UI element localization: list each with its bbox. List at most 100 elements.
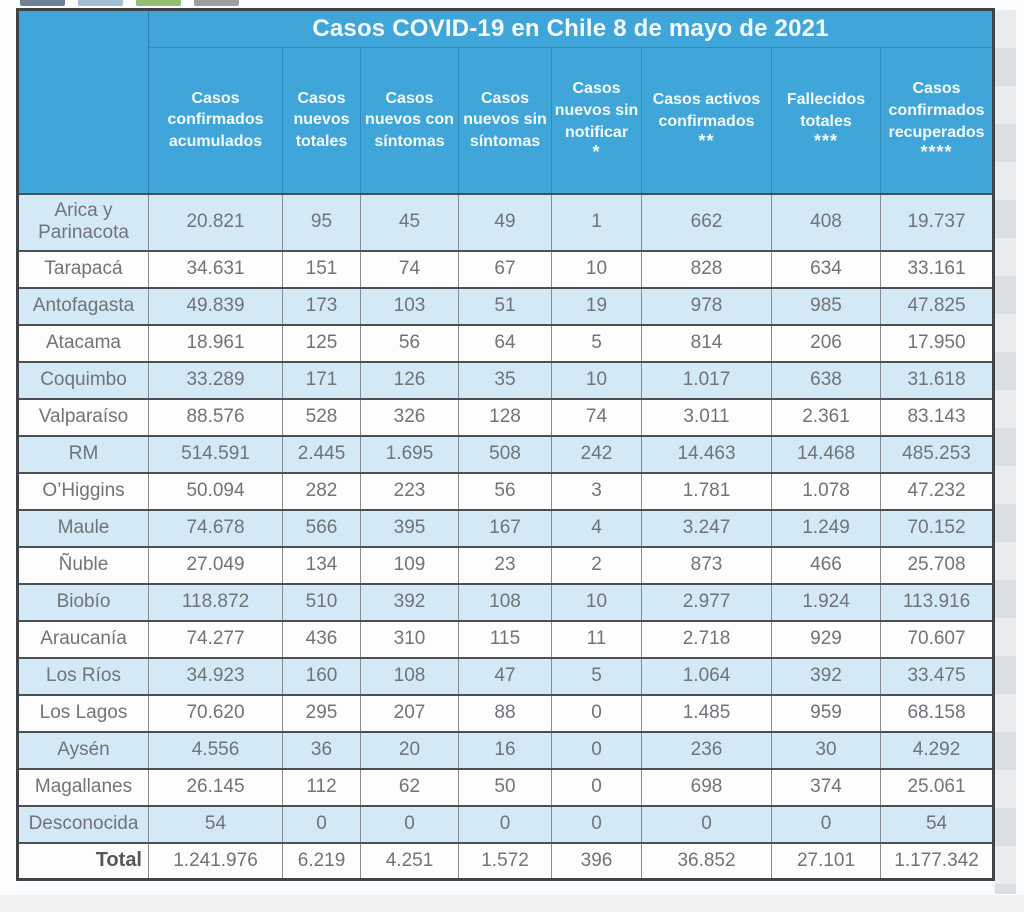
value-cell: 814 <box>641 323 772 362</box>
total-value-cell: 1.572 <box>458 841 552 880</box>
column-header-label: Casos nuevos sin notificar <box>554 80 639 141</box>
table-row: Ñuble 27.049 134 109 23 2 873 466 25.708 <box>17 545 994 584</box>
region-name-cell: Coquimbo <box>17 360 149 399</box>
value-cell: 374 <box>771 767 881 806</box>
value-cell: 74.678 <box>148 508 283 547</box>
value-cell: 34.631 <box>148 249 283 288</box>
value-cell: 126 <box>360 360 459 399</box>
table-row: Desconocida 54 0 0 0 0 0 0 54 <box>17 804 994 843</box>
value-cell: 108 <box>360 656 459 695</box>
value-cell: 56 <box>458 471 552 510</box>
value-cell: 4.292 <box>879 730 994 769</box>
value-cell: 51 <box>458 286 552 325</box>
region-name-cell: Biobío <box>17 582 149 621</box>
value-cell: 25.061 <box>879 767 994 806</box>
value-cell: 395 <box>360 508 459 547</box>
value-cell: 282 <box>282 471 361 510</box>
value-cell: 95 <box>282 192 361 251</box>
value-cell: 35 <box>458 360 552 399</box>
value-cell: 16 <box>458 730 552 769</box>
value-cell: 125 <box>282 323 361 362</box>
value-cell: 14.463 <box>641 434 772 473</box>
value-cell: 1.017 <box>641 360 772 399</box>
value-cell: 134 <box>282 545 361 584</box>
value-cell: 31.618 <box>879 360 994 399</box>
column-header-label: Casos confirmados recuperados <box>888 80 985 141</box>
tab-chip-1[interactable] <box>20 0 65 6</box>
page-right-gutter <box>993 10 1016 894</box>
column-header-label: Casos nuevos con síntomas <box>365 89 454 151</box>
footnote-asterisks: **** <box>920 142 953 163</box>
value-cell: 207 <box>360 693 459 732</box>
value-cell: 50 <box>458 767 552 806</box>
value-cell: 103 <box>360 286 459 325</box>
column-header-7: Fallecidos totales *** <box>771 47 881 194</box>
value-cell: 514.591 <box>148 434 283 473</box>
value-cell: 160 <box>282 656 361 695</box>
table-row: Biobío 118.872 510 392 108 10 2.977 1.924 113.91… <box>17 582 994 621</box>
value-cell: 1.064 <box>641 656 772 695</box>
value-cell: 0 <box>458 804 552 843</box>
table-row: Aysén 4.556 36 20 16 0 236 30 4.292 <box>17 730 994 769</box>
table-head: Casos COVID-19 en Chile 8 de mayo de 202… <box>17 9 994 194</box>
value-cell: 0 <box>360 804 459 843</box>
table-title: Casos COVID-19 en Chile 8 de mayo de 202… <box>147 9 994 48</box>
value-cell: 1 <box>551 192 642 251</box>
region-name-cell: Antofagasta <box>17 286 149 325</box>
value-cell: 68.158 <box>879 693 994 732</box>
column-header-label: Casos confirmados acumulados <box>167 89 264 151</box>
table-row: Atacama 18.961 125 56 64 5 814 206 17.950 <box>17 323 994 362</box>
value-cell: 20 <box>360 730 459 769</box>
table-row: Magallanes 26.145 112 62 50 0 698 374 25.061 <box>17 767 994 806</box>
value-cell: 70.620 <box>148 693 283 732</box>
tab-chip-4[interactable] <box>194 0 239 6</box>
footnote-asterisks: * <box>592 142 601 163</box>
value-cell: 206 <box>771 323 881 362</box>
value-cell: 638 <box>771 360 881 399</box>
region-name-cell: Ñuble <box>17 545 149 584</box>
value-cell: 4.556 <box>148 730 283 769</box>
value-cell: 0 <box>551 804 642 843</box>
table-row: Antofagasta 49.839 173 103 51 19 978 985 47.825 <box>17 286 994 325</box>
column-header-2: Casos nuevos totales <box>282 47 361 194</box>
value-cell: 1.781 <box>641 471 772 510</box>
value-cell: 49 <box>458 192 552 251</box>
value-cell: 23 <box>458 545 552 584</box>
value-cell: 109 <box>360 545 459 584</box>
corner-cell <box>17 9 149 194</box>
value-cell: 236 <box>641 730 772 769</box>
value-cell: 1.249 <box>771 508 881 547</box>
value-cell: 2.977 <box>641 582 772 621</box>
value-cell: 20.821 <box>148 192 283 251</box>
value-cell: 1.924 <box>771 582 881 621</box>
value-cell: 0 <box>771 804 881 843</box>
value-cell: 54 <box>148 804 283 843</box>
value-cell: 1.695 <box>360 434 459 473</box>
tab-chip-3[interactable] <box>136 0 181 6</box>
value-cell: 36 <box>282 730 361 769</box>
value-cell: 26.145 <box>148 767 283 806</box>
value-cell: 2.718 <box>641 619 772 658</box>
column-header-label: Casos activos confirmados <box>652 91 761 130</box>
column-header-row: Casos confirmados acumulados Casos nuevos… <box>18 47 994 194</box>
value-cell: 128 <box>458 397 552 436</box>
value-cell: 873 <box>641 545 772 584</box>
value-cell: 67 <box>458 249 552 288</box>
value-cell: 11 <box>551 619 642 658</box>
value-cell: 929 <box>771 619 881 658</box>
value-cell: 0 <box>551 693 642 732</box>
value-cell: 88 <box>458 693 552 732</box>
value-cell: 173 <box>282 286 361 325</box>
tab-chip-2[interactable] <box>78 0 123 6</box>
region-name-cell: Magallanes <box>17 767 149 806</box>
value-cell: 118.872 <box>148 582 283 621</box>
value-cell: 33.289 <box>148 360 283 399</box>
value-cell: 45 <box>360 192 459 251</box>
value-cell: 466 <box>771 545 881 584</box>
value-cell: 2.361 <box>771 397 881 436</box>
table-row: Tarapacá 34.631 151 74 67 10 828 634 33.161 <box>17 249 994 288</box>
value-cell: 18.961 <box>148 323 283 362</box>
value-cell: 19 <box>551 286 642 325</box>
value-cell: 485.253 <box>879 434 994 473</box>
region-name-cell: Araucanía <box>17 619 149 658</box>
